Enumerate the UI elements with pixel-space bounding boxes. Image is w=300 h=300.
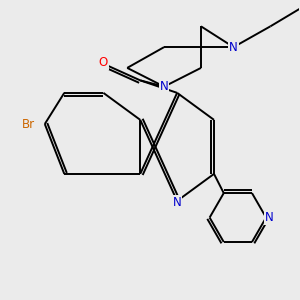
Text: O: O	[99, 56, 108, 69]
Text: Br: Br	[22, 118, 35, 130]
Text: N: N	[160, 80, 169, 93]
Text: N: N	[173, 196, 182, 209]
Text: N: N	[229, 40, 238, 54]
Text: N: N	[265, 211, 273, 224]
